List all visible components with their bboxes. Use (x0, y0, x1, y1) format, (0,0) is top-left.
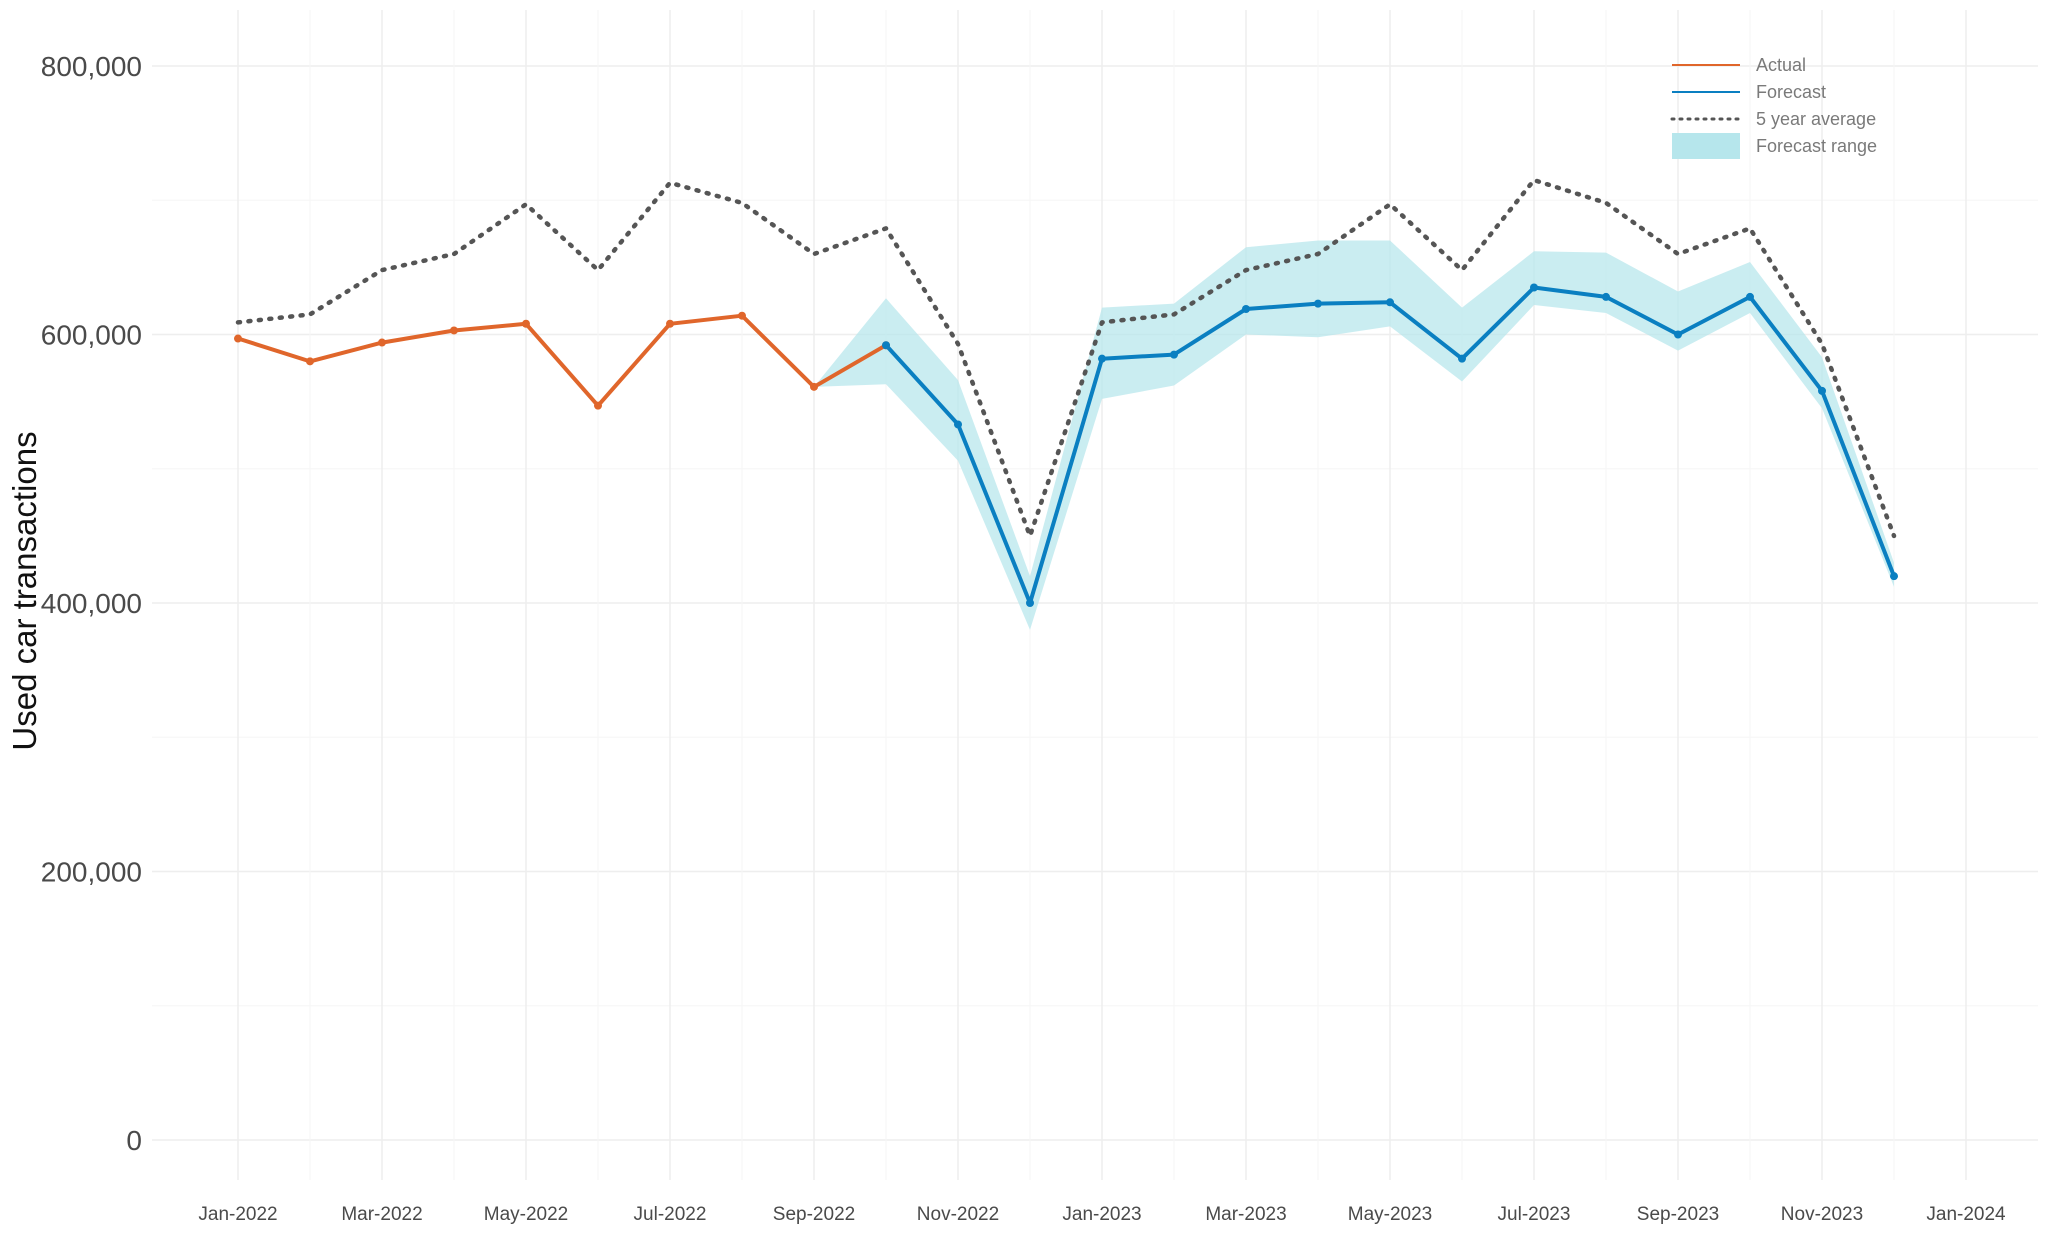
legend-label-5-year-average: 5 year average (1756, 109, 1876, 129)
y-tick-label: 600,000 (41, 320, 142, 351)
legend-label-actual: Actual (1756, 55, 1806, 75)
x-tick-label: Jan-2024 (1926, 1204, 2006, 1225)
y-axis-tick-labels: 0 200,000 400,000 600,000 800,000 (41, 51, 142, 1156)
forecast-range-layer (814, 240, 1894, 630)
forecast-point (882, 341, 890, 350)
forecast-point (1674, 330, 1682, 339)
x-tick-label: Jan-2023 (1062, 1204, 1141, 1225)
x-tick-label: May-2022 (484, 1204, 569, 1225)
legend-label-forecast-range: Forecast range (1756, 136, 1877, 156)
forecast-point (1386, 298, 1394, 307)
forecast-point (954, 420, 962, 429)
x-tick-label: Jul-2022 (634, 1204, 707, 1225)
y-tick-label: 400,000 (41, 588, 142, 619)
actual-point (738, 311, 746, 320)
y-tick-label: 800,000 (41, 51, 142, 82)
legend-key-forecast-range (1672, 133, 1740, 159)
x-tick-label: Nov-2022 (917, 1204, 999, 1225)
x-tick-label: Sep-2022 (773, 1204, 855, 1225)
forecast-point (1746, 292, 1754, 301)
actual-point (522, 319, 530, 328)
actual-line (236, 313, 888, 408)
forecast-point (1818, 386, 1826, 395)
actual-point (378, 338, 386, 347)
x-tick-label: Mar-2022 (341, 1204, 422, 1225)
actual-point (450, 326, 458, 335)
forecast-point (1530, 283, 1538, 292)
y-axis-title: Used car transactions (6, 431, 43, 750)
forecast-range-band (814, 240, 1894, 630)
forecast-point (1890, 572, 1898, 581)
actual-point (810, 382, 818, 391)
x-tick-label: Jul-2023 (1498, 1204, 1571, 1225)
forecast-point (1170, 350, 1178, 359)
5-year-average-line (235, 177, 1897, 539)
x-tick-label: Nov-2023 (1781, 1204, 1863, 1225)
forecast-point (1098, 354, 1106, 363)
actual-point (666, 319, 674, 328)
series-markers-layer (234, 283, 1898, 607)
actual-point (234, 334, 242, 343)
forecast-point (1458, 354, 1466, 363)
forecast-point (1602, 292, 1610, 301)
grid-layer (152, 10, 2038, 1180)
legend-label-forecast: Forecast (1756, 82, 1826, 102)
x-tick-label: Jan-2022 (198, 1204, 277, 1225)
series-lines-layer (235, 177, 1897, 605)
actual-point (594, 401, 602, 410)
actual-point (306, 357, 314, 366)
x-axis-tick-labels: Jan-2022 Mar-2022 May-2022 Jul-2022 Sep-2022… (198, 1204, 2006, 1225)
forecast-point (1242, 304, 1250, 313)
y-tick-label: 200,000 (41, 857, 142, 888)
y-tick-label: 0 (126, 1125, 142, 1156)
x-tick-label: May-2023 (1348, 1204, 1433, 1225)
forecast-point (1026, 599, 1034, 607)
x-tick-label: Mar-2023 (1205, 1204, 1286, 1225)
x-tick-label: Sep-2023 (1637, 1204, 1719, 1225)
legend: Actual Forecast 5 year average Forecast ran… (1670, 55, 1877, 159)
forecast-point (1314, 299, 1322, 308)
